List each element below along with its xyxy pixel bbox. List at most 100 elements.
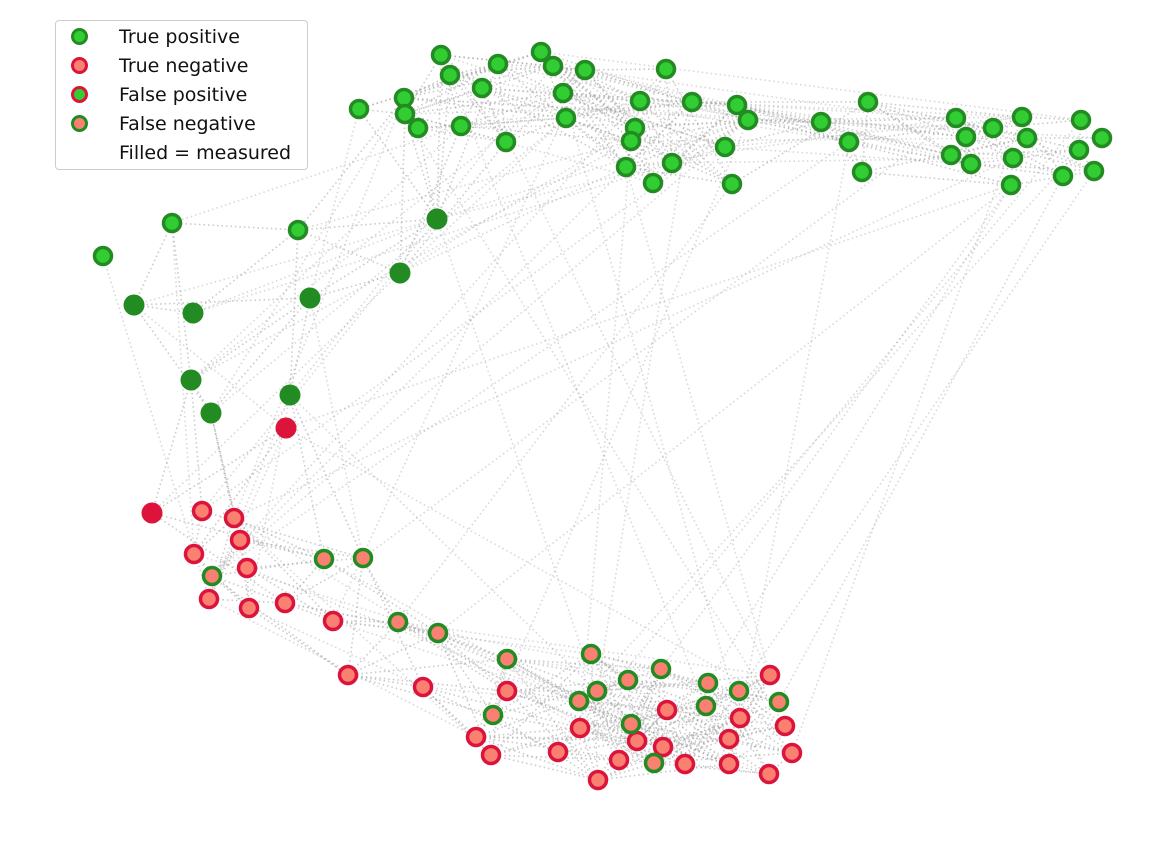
measured-node-negative — [275, 417, 297, 439]
graph-edge — [332, 620, 399, 623]
graph-edge — [970, 163, 1064, 177]
node-false-negative — [768, 691, 790, 713]
graph-edge — [102, 255, 210, 600]
graph-edge — [540, 51, 567, 119]
graph-edge — [1026, 137, 1095, 172]
graph-edge — [578, 690, 598, 702]
graph-edge — [562, 92, 738, 106]
graph-edge — [246, 567, 632, 725]
false-negative-marker-icon — [71, 115, 88, 132]
graph-edge — [208, 598, 477, 738]
graph-edge — [309, 272, 401, 299]
graph-edge — [210, 117, 567, 414]
node-false-negative — [580, 643, 602, 665]
graph-edge — [437, 632, 730, 765]
graph-edge — [506, 658, 662, 670]
graph-edge — [417, 121, 822, 129]
graph-edge — [239, 539, 364, 559]
graph-edge — [362, 117, 957, 559]
node-true-positive — [1083, 160, 1105, 182]
graph-edge — [440, 54, 586, 71]
graph-edge — [133, 222, 173, 306]
graph-edge — [404, 113, 786, 727]
graph-edge — [417, 127, 438, 220]
legend-label: Filled = measured — [119, 142, 292, 164]
graph-edge — [662, 738, 730, 748]
node-true-positive — [726, 94, 748, 116]
graph-edge — [211, 539, 241, 577]
legend-label: True positive — [119, 26, 240, 48]
measured-node-positive — [182, 302, 204, 324]
node-false-negative — [697, 672, 719, 694]
graph-edge — [625, 119, 749, 168]
graph-edge — [565, 100, 641, 119]
graph-edge — [289, 297, 311, 396]
measured-node-positive — [180, 369, 202, 391]
graph-edge — [867, 101, 952, 156]
graph-edge — [284, 557, 364, 604]
graph-edge — [440, 54, 707, 707]
graph-edge — [211, 575, 349, 676]
graph-edge — [332, 620, 580, 702]
measured-node-positive — [426, 208, 448, 230]
node-true-positive — [439, 64, 461, 86]
graph-edge — [403, 97, 567, 119]
node-true-negative — [183, 543, 205, 565]
graph-edge — [596, 690, 668, 711]
graph-edge — [358, 63, 499, 110]
node-true-positive — [287, 219, 309, 241]
node-true-positive — [681, 91, 703, 113]
true-positive-marker-icon — [71, 28, 88, 45]
graph-edge — [992, 127, 1080, 151]
node-true-positive — [407, 117, 429, 139]
node-false-negative — [427, 622, 449, 644]
graph-edge — [362, 557, 424, 688]
graph-edge — [436, 162, 673, 220]
graph-edge — [867, 101, 1023, 118]
graph-edge — [422, 686, 581, 729]
graph-edge — [590, 653, 730, 740]
graph-edge — [820, 121, 967, 138]
node-true-positive — [450, 115, 472, 137]
node-true-positive — [1052, 165, 1074, 187]
node-true-positive — [161, 212, 183, 234]
graph-edge — [618, 725, 786, 761]
graph-edge — [728, 674, 771, 740]
graph-edge — [437, 632, 494, 716]
node-true-negative — [759, 664, 781, 686]
graph-edge — [171, 125, 462, 224]
graph-edge — [506, 658, 664, 748]
graph-edge — [630, 690, 740, 725]
graph-edge — [284, 602, 439, 634]
graph-edge — [666, 709, 786, 727]
graph-edge — [285, 184, 1012, 429]
node-true-positive — [348, 98, 370, 120]
node-true-positive — [471, 77, 493, 99]
node-true-positive — [487, 53, 509, 75]
node-false-negative — [313, 548, 335, 570]
graph-edge — [970, 149, 1080, 165]
graph-edge — [747, 116, 1023, 121]
node-true-positive — [1011, 106, 1033, 128]
graph-edge — [728, 738, 793, 754]
graph-edge — [475, 736, 730, 740]
graph-edge — [347, 557, 364, 676]
graph-edge — [684, 690, 740, 765]
graph-edge — [192, 218, 438, 314]
graph-edge — [848, 141, 1012, 186]
graph-edge — [347, 632, 439, 676]
graph-edge — [579, 727, 655, 764]
node-false-negative — [620, 713, 642, 735]
graph-edge — [618, 668, 662, 761]
node-true-positive — [851, 161, 873, 183]
graph-edge — [590, 653, 638, 742]
graph-edge — [630, 674, 771, 725]
graph-edge — [347, 658, 508, 676]
graph-edge — [210, 412, 241, 541]
graph-edge — [625, 162, 673, 168]
graph-edge — [190, 140, 632, 381]
node-true-positive — [430, 44, 452, 66]
graph-edge — [590, 653, 662, 670]
node-true-positive — [542, 55, 564, 77]
graph-edge — [347, 674, 424, 688]
